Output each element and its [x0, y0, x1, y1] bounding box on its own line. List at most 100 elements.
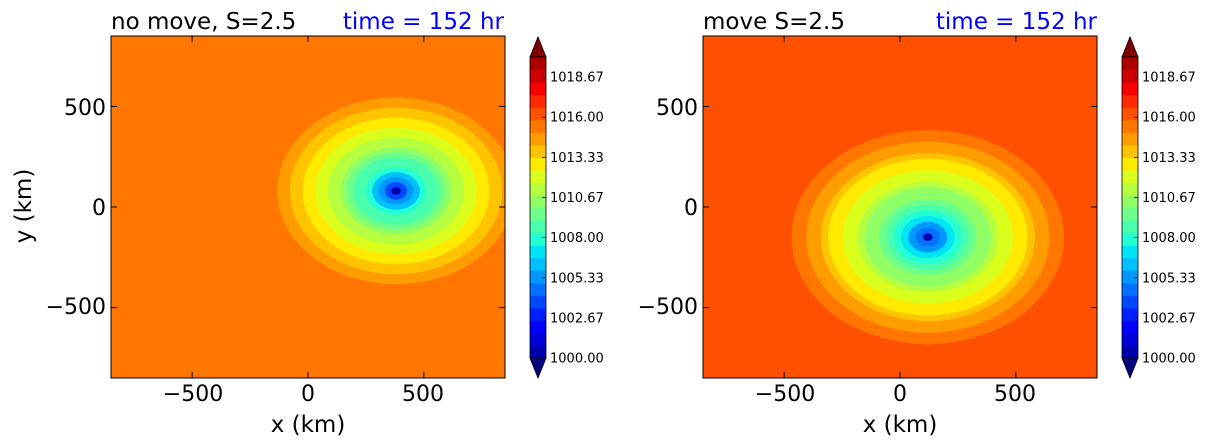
y-tick-label: 500	[64, 96, 106, 121]
x-tick-label: 0	[301, 382, 315, 407]
colorbar-segment	[1122, 345, 1138, 359]
colorbar-extend-min	[529, 357, 547, 380]
pressure-band	[391, 187, 401, 195]
colorbar-extend-max	[1121, 35, 1139, 58]
colorbar-segment	[1122, 257, 1138, 271]
panel-title: move S=2.5	[703, 9, 845, 35]
y-axis-label: y (km)	[11, 169, 37, 244]
colorbar-segment	[530, 270, 546, 284]
colorbar-segment	[1122, 182, 1138, 196]
colorbar-tick-label: 1016.00	[1142, 111, 1196, 126]
colorbar-segment	[530, 245, 546, 259]
colorbar-segment	[530, 144, 546, 158]
colorbar-tick-label: 1002.67	[550, 311, 604, 326]
pressure-band	[922, 233, 933, 241]
colorbar-segment	[530, 345, 546, 359]
colorbar-segment	[530, 107, 546, 121]
y-tick-label: −500	[638, 295, 698, 320]
colorbar-segment	[1122, 169, 1138, 184]
colorbar-segment	[530, 169, 546, 184]
colorbar-segment	[530, 220, 546, 234]
y-tick-label: 0	[92, 196, 106, 221]
panel-move: move S=2.5 time = 152 hr −500 0 500 500 …	[638, 9, 1196, 438]
time-label: time = 152 hr	[343, 9, 505, 35]
pressure-field	[703, 36, 1097, 378]
colorbar-segment	[1122, 232, 1138, 246]
colorbar-segment	[1122, 307, 1138, 321]
colorbar-segment	[1122, 119, 1138, 133]
colorbar-tick-label: 1000.00	[550, 352, 604, 367]
colorbar-segment	[530, 182, 546, 196]
time-label: time = 152 hr	[936, 9, 1098, 35]
colorbar-segment	[1122, 245, 1138, 259]
colorbar-segment	[530, 157, 546, 171]
colorbar: 1000.00 1002.67 1005.33 1008.00 1010.67 1013.…	[529, 35, 604, 380]
x-tick-label: 500	[994, 382, 1036, 407]
colorbar-extend-max	[529, 35, 547, 58]
colorbar-segment	[1122, 332, 1138, 347]
colorbar-segment	[1122, 107, 1138, 121]
colorbar-segment	[530, 194, 546, 209]
y-tick-label: 0	[684, 196, 698, 221]
colorbar-frame	[529, 56, 547, 359]
colorbar-segment	[1122, 207, 1138, 221]
colorbar-segment	[530, 207, 546, 221]
colorbar-segment	[530, 69, 546, 83]
colorbar-segment	[1122, 320, 1138, 334]
colorbar: 1000.00 1002.67 1005.33 1008.00 1010.67 1013.…	[1121, 35, 1196, 380]
axis-ticks	[111, 36, 505, 378]
colorbar-segment	[530, 332, 546, 347]
colorbar-tick-label: 1005.33	[1142, 271, 1196, 286]
panel-title: no move, S=2.5	[111, 9, 296, 35]
x-axis-label: x (km)	[863, 412, 938, 438]
colorbar-extend-min	[1121, 357, 1139, 380]
x-tick-label: 0	[893, 382, 907, 407]
colorbar-tick-label: 1010.67	[550, 191, 604, 206]
colorbar-segment	[530, 132, 546, 146]
panel-no-move: no move, S=2.5 time = 152 hr −500 0 500 …	[11, 9, 604, 438]
colorbar-tick-label: 1002.67	[1142, 311, 1196, 326]
colorbar-segment	[530, 295, 546, 309]
x-tick-label: 500	[402, 382, 444, 407]
colorbar-tick-label: 1018.67	[550, 71, 604, 86]
colorbar-tick-label: 1013.33	[550, 151, 604, 166]
axis-ticks	[703, 36, 1097, 378]
colorbar-segment	[1122, 295, 1138, 309]
colorbar-segment	[530, 307, 546, 321]
pressure-field	[111, 36, 505, 378]
colorbar-tick-label: 1018.67	[1142, 71, 1196, 86]
colorbar-segment	[530, 232, 546, 246]
colorbar-segment	[530, 94, 546, 108]
colorbar-segment	[1122, 94, 1138, 108]
y-tick-label: −500	[46, 295, 106, 320]
colorbar-tick-label: 1008.00	[550, 231, 604, 246]
colorbar-frame	[1121, 56, 1139, 359]
colorbar-tick-label: 1008.00	[1142, 231, 1196, 246]
colorbar-segment	[1122, 144, 1138, 158]
colorbar-segment	[530, 320, 546, 334]
colorbar-segment	[1122, 220, 1138, 234]
colorbar-tick-label: 1013.33	[1142, 151, 1196, 166]
colorbar-tick-label: 1016.00	[550, 111, 604, 126]
y-tick-label: 500	[656, 96, 698, 121]
colorbar-segment	[1122, 132, 1138, 146]
colorbar-segment	[530, 57, 546, 71]
colorbar-segment	[1122, 194, 1138, 209]
colorbar-segment	[530, 282, 546, 296]
colorbar-segment	[530, 257, 546, 271]
colorbar-segment	[1122, 57, 1138, 71]
colorbar-segment	[1122, 270, 1138, 284]
x-tick-label: −500	[163, 382, 223, 407]
colorbar-tick-label: 1000.00	[1142, 352, 1196, 367]
colorbar-segment	[530, 119, 546, 133]
colorbar-segment	[1122, 82, 1138, 96]
x-axis-label: x (km)	[271, 412, 346, 438]
x-tick-label: −500	[755, 382, 815, 407]
colorbar-segment	[530, 82, 546, 96]
colorbar-segment	[1122, 282, 1138, 296]
colorbar-tick-label: 1010.67	[1142, 191, 1196, 206]
colorbar-segment	[1122, 69, 1138, 83]
colorbar-segment	[1122, 157, 1138, 171]
colorbar-tick-label: 1005.33	[550, 271, 604, 286]
